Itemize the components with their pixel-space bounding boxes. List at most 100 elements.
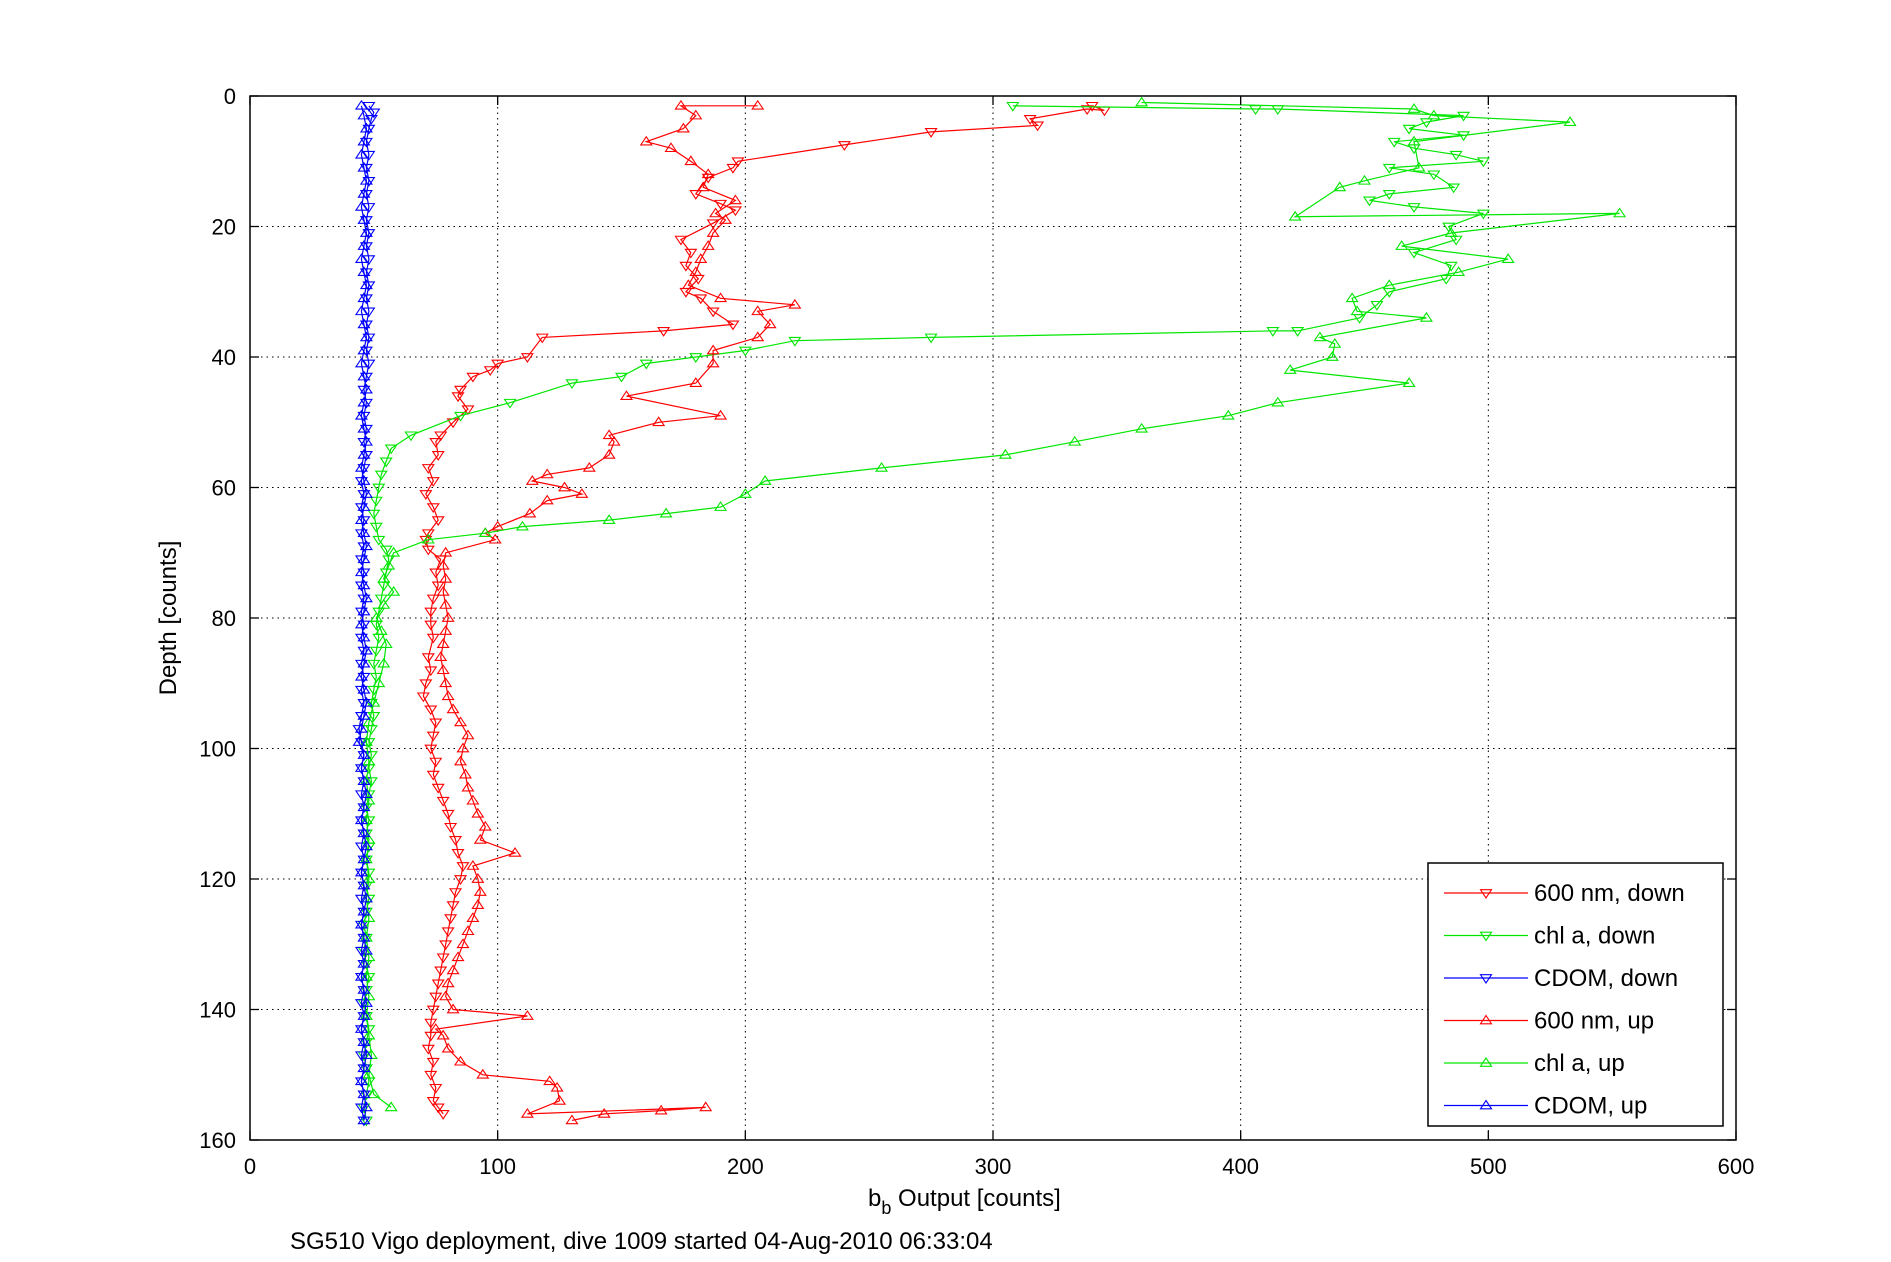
data-point [429,718,443,729]
data-point [478,527,492,538]
data-point [714,409,728,420]
data-point [357,370,371,381]
data-point [362,833,376,844]
data-point [357,1036,371,1046]
data-point [681,279,695,290]
data-point [701,240,715,250]
data-point [369,522,383,533]
data-point [483,366,497,376]
data-point [520,1107,534,1118]
data-point [1501,253,1515,263]
data-point [701,168,715,179]
data-point [1006,101,1020,112]
data-point [676,122,690,133]
data-point [354,722,368,733]
x-tick-label: 200 [727,1154,764,1179]
data-point [426,731,440,742]
data-point [453,755,468,766]
data-point [461,781,475,792]
legend-entry: chl a, up [1444,1050,1625,1077]
data-point [456,862,470,872]
data-point [359,1101,373,1112]
data-point [543,1075,557,1086]
data-point [357,553,371,564]
data-point [451,849,465,859]
data-point [924,128,938,138]
data-point [359,279,373,290]
data-point [709,207,723,218]
series-cdom-up [352,99,373,1125]
data-point [436,638,450,648]
data-point [1412,161,1426,172]
data-point [458,768,472,779]
data-point [367,659,381,670]
data-point [362,951,376,962]
y-tick-label: 60 [212,476,236,501]
data-point [654,1104,668,1115]
data-point [362,794,376,805]
data-point [369,496,383,507]
data-point [738,346,752,357]
data-point [377,599,391,609]
y-tick-label: 100 [199,737,236,762]
data-point [439,599,453,609]
data-point [359,174,373,185]
data-point [377,572,391,583]
data-point [357,1114,371,1125]
data-point [614,372,629,383]
data-point [429,568,443,579]
data-point [416,692,430,703]
legend-marker [1479,889,1493,899]
data-point [451,951,465,962]
data-point [431,979,445,990]
data-point [1333,181,1347,192]
legend-marker [1479,1099,1493,1110]
data-point [429,1023,443,1033]
x-axis-label-subscript: b [881,1198,891,1218]
data-point [607,435,621,446]
data-point [1135,422,1149,433]
data-point [728,206,742,217]
data-point [354,200,368,211]
data-point [525,475,539,485]
data-point [357,318,371,329]
data-point [359,227,373,237]
data-point [1271,396,1285,407]
legend-label: chl a, down [1534,923,1655,950]
data-point [436,664,450,675]
data-point [453,385,468,396]
data-point [426,1005,440,1016]
data-point [728,194,742,205]
data-point [367,1088,381,1099]
data-point [706,307,720,318]
data-point [439,572,453,583]
data-point [1613,207,1627,218]
data-point [714,501,728,511]
data-point [357,344,371,355]
data-point [456,742,470,753]
data-point [461,925,475,936]
data-point [436,796,450,807]
data-point [424,1018,438,1029]
y-axis-label: Depth [counts] [155,541,182,696]
legend-marker [1479,974,1493,984]
data-point [369,646,383,657]
data-point [696,181,710,192]
data-point [1328,338,1342,348]
data-point [1452,266,1466,277]
data-point [357,501,371,511]
data-point [1419,311,1433,322]
data-point [359,488,373,498]
data-point [426,633,440,644]
data-point [421,653,435,664]
data-point [424,705,438,716]
data-point [1345,292,1359,303]
data-point [352,736,366,746]
data-point [354,999,368,1009]
series-line [363,105,1484,1121]
data-point [706,219,720,230]
data-point [362,716,376,727]
data-point [439,625,453,635]
data-point [582,461,596,472]
